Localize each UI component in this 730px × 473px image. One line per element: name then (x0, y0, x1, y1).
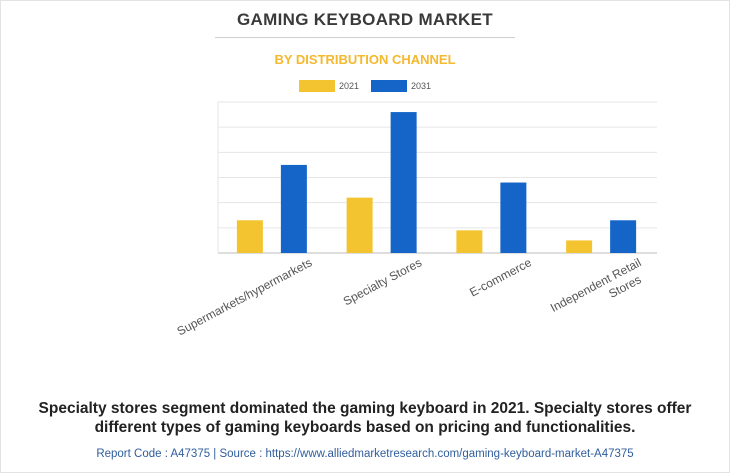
x-tick-label: Specialty Stores (341, 255, 424, 308)
bar-2021 (456, 230, 483, 253)
legend-swatch-2021 (298, 80, 335, 92)
legend-swatch-2031 (371, 80, 407, 92)
bar-2031 (500, 182, 527, 253)
chart-legend: 2021 2031 (0, 80, 730, 92)
bar-2021 (236, 220, 263, 253)
chart-subtitle: BY DISTRIBUTION CHANNEL (274, 52, 456, 67)
legend-label-2021: 2021 (338, 81, 359, 91)
bar-2031 (280, 164, 307, 253)
legend-item-2031: 2031 (371, 80, 431, 92)
title-divider (215, 37, 515, 38)
legend-label-2031: 2031 (411, 81, 432, 91)
chart-caption: Specialty stores segment dominated the g… (38, 400, 692, 436)
x-tick-label: Independent RetailStores (548, 255, 651, 328)
report-source-footer[interactable]: Report Code : A47375 | Source : https://… (96, 448, 634, 460)
bar-2031 (610, 220, 637, 253)
bar-2031 (390, 112, 417, 253)
chart-title: GAMING KEYBOARD MARKET (237, 10, 493, 29)
legend-item-2021: 2021 (298, 80, 359, 92)
x-tick-label: E-commerce (467, 255, 534, 299)
x-tick-label: Supermarkets/hypermarkets (175, 255, 315, 338)
bar-2021 (566, 240, 593, 253)
bar-2021 (346, 197, 373, 253)
